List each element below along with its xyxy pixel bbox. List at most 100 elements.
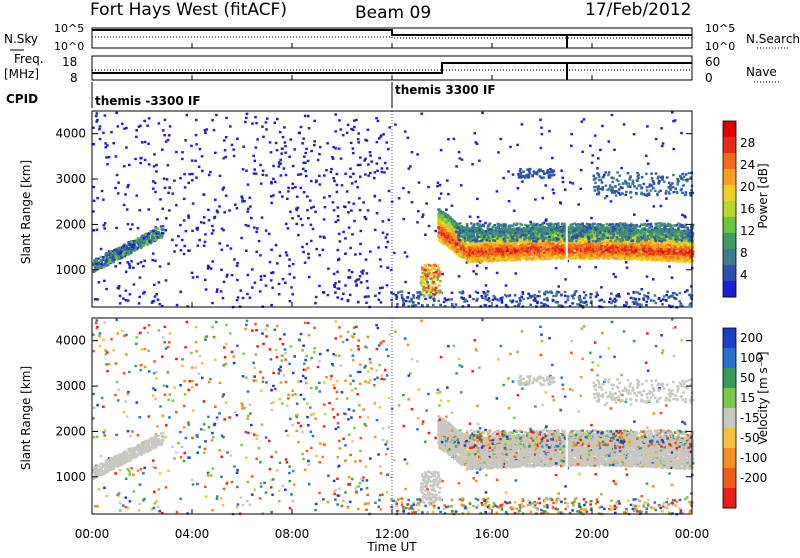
heatmap-cell xyxy=(542,197,545,199)
heatmap-cell xyxy=(381,287,384,289)
heatmap-cell xyxy=(386,167,389,169)
heatmap-cell xyxy=(469,296,472,298)
heatmap-cell xyxy=(155,293,158,295)
heatmap-cell xyxy=(162,228,165,230)
heatmap-cell xyxy=(183,173,186,175)
heatmap-cell xyxy=(337,215,340,217)
heatmap-cell xyxy=(101,190,104,192)
heatmap-cell xyxy=(344,173,347,175)
heatmap-cell xyxy=(347,211,350,213)
heatmap-cell xyxy=(259,254,262,256)
heatmap-cell xyxy=(135,136,138,138)
heatmap-cell xyxy=(274,122,277,124)
heatmap-cell xyxy=(578,296,581,298)
heatmap-cell xyxy=(211,119,214,121)
heatmap-cell xyxy=(569,181,572,183)
heatmap-cell xyxy=(117,250,120,252)
heatmap-cell xyxy=(660,127,663,129)
heatmap-cell xyxy=(424,298,427,300)
heatmap-cell xyxy=(326,142,329,144)
heatmap-cell xyxy=(281,195,284,197)
heatmap-cell xyxy=(430,274,433,276)
heatmap-cell xyxy=(183,245,186,247)
heatmap-cell xyxy=(590,217,593,219)
heatmap-cell xyxy=(341,184,344,186)
heatmap-cell xyxy=(421,290,424,292)
heatmap-cell xyxy=(95,115,98,117)
heatmap-cell xyxy=(449,218,452,220)
heatmap-cell xyxy=(109,259,112,261)
heatmap-cell xyxy=(96,112,99,114)
heatmap-cell xyxy=(213,129,216,131)
heatmap-cell xyxy=(358,278,361,280)
heatmap-cell xyxy=(424,273,427,275)
heatmap-cell xyxy=(678,300,681,302)
heatmap-cell xyxy=(191,179,194,181)
heatmap-cell xyxy=(126,208,129,210)
heatmap-cell xyxy=(612,273,615,275)
heatmap-cell xyxy=(167,164,170,166)
heatmap-cell xyxy=(645,301,648,303)
heatmap-cell xyxy=(594,134,597,136)
heatmap-cell xyxy=(652,278,655,280)
heatmap-cell xyxy=(467,304,470,306)
heatmap-cell xyxy=(93,186,96,188)
heatmap-cell xyxy=(360,271,363,273)
heatmap-cell xyxy=(269,261,272,263)
heatmap-cell xyxy=(163,177,166,179)
heatmap-cell xyxy=(459,291,462,293)
heatmap-cell xyxy=(313,144,316,146)
heatmap-cell xyxy=(386,233,389,235)
heatmap-cell xyxy=(166,178,169,180)
heatmap-cell xyxy=(427,275,430,277)
heatmap-cell xyxy=(385,246,388,248)
heatmap-cell xyxy=(287,190,290,192)
heatmap-cell xyxy=(482,291,485,293)
heatmap-cell xyxy=(270,249,273,251)
heatmap-cell xyxy=(319,235,322,237)
heatmap-cell xyxy=(249,197,252,199)
heatmap-cell xyxy=(325,169,328,171)
heatmap-cell xyxy=(183,198,186,200)
heatmap-cell xyxy=(534,198,537,200)
heatmap-cell xyxy=(154,260,157,262)
heatmap-cell xyxy=(527,297,530,299)
heatmap-cell xyxy=(428,225,431,227)
heatmap-cell xyxy=(306,243,309,245)
heatmap-cell xyxy=(255,251,258,253)
heatmap-cell xyxy=(222,297,225,299)
heatmap-cell xyxy=(293,276,296,278)
heatmap-cell xyxy=(583,118,586,120)
heatmap-cell xyxy=(173,250,176,252)
heatmap-cell xyxy=(367,174,370,176)
heatmap-cell xyxy=(117,192,120,194)
heatmap-cell xyxy=(207,209,210,211)
heatmap-cell xyxy=(653,205,656,207)
heatmap-cell xyxy=(474,132,477,134)
heatmap-cell xyxy=(126,261,129,263)
heatmap-cell xyxy=(433,275,436,277)
heatmap-cell xyxy=(574,291,577,293)
heatmap-cell xyxy=(285,251,288,253)
heatmap-cell xyxy=(242,146,245,148)
heatmap-cell xyxy=(359,253,362,255)
heatmap-cell xyxy=(294,186,297,188)
heatmap-cell xyxy=(667,296,670,298)
heatmap-cell xyxy=(367,163,370,165)
heatmap-cell xyxy=(323,218,326,220)
heatmap-cell xyxy=(310,240,313,242)
heatmap-cell xyxy=(581,121,584,123)
heatmap-cell xyxy=(476,198,479,200)
heatmap-cell xyxy=(369,151,372,153)
heatmap-cell xyxy=(287,227,290,229)
heatmap-cell xyxy=(242,168,245,170)
heatmap-cell xyxy=(240,237,243,239)
heatmap-cell xyxy=(218,205,221,207)
heatmap-cell xyxy=(332,177,335,179)
heatmap-cell xyxy=(646,125,649,127)
heatmap-cell xyxy=(423,286,426,288)
heatmap-cell xyxy=(455,165,458,167)
heatmap-cell xyxy=(154,295,157,297)
heatmap-cell xyxy=(552,188,555,190)
heatmap-cell xyxy=(367,129,370,131)
